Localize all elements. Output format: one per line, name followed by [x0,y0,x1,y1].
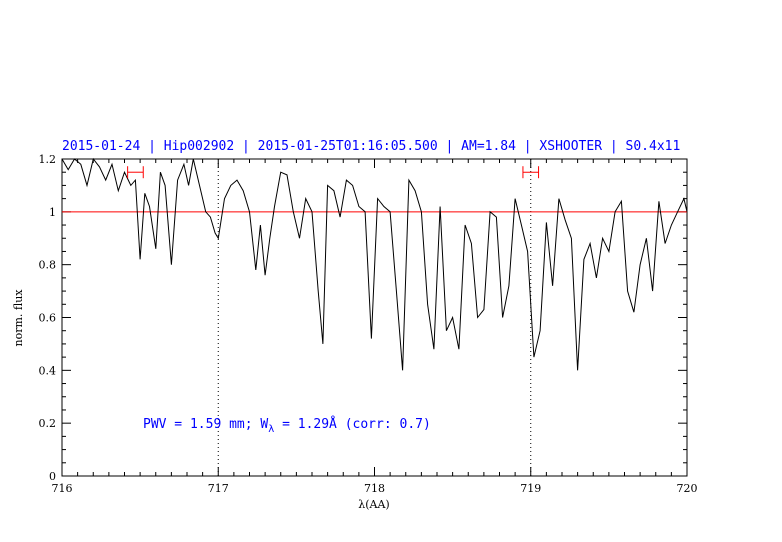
y-tick-label: 0 [49,470,56,483]
spectrum-line [61,157,688,371]
plot-area: 716 717 718 719 720 0 0.2 0.4 0.6 0.8 1 1.2 [39,153,698,495]
pwv-annotation-main: PWV = 1.59 mm; W [143,417,268,432]
x-tick-label: 720 [677,482,698,495]
x-axis-label: λ(AA) [358,498,389,511]
x-tick-label: 718 [364,482,385,495]
pwv-annotation-subscript: λ [268,424,274,435]
y-tick-label: 0.6 [39,312,57,325]
y-tick-label: 0.4 [39,364,57,377]
y-tick-label: 0.8 [39,259,57,272]
y-axis-label: norm. flux [12,289,25,347]
y-tick-label: 1.2 [39,153,57,166]
x-tick-label: 716 [52,482,73,495]
chart-title: 2015-01-24 | Hip002902 | 2015-01-25T01:1… [62,139,680,154]
y-tick-label: 1 [49,206,56,219]
x-tick-label: 719 [520,482,541,495]
pwv-annotation-rest: = 1.29Å (corr: 0.7) [274,416,431,432]
pwv-annotation: PWV = 1.59 mm; Wλ = 1.29Å (corr: 0.7) [143,416,431,435]
x-tick-label: 717 [208,482,229,495]
y-tick-label: 0.2 [39,417,57,430]
